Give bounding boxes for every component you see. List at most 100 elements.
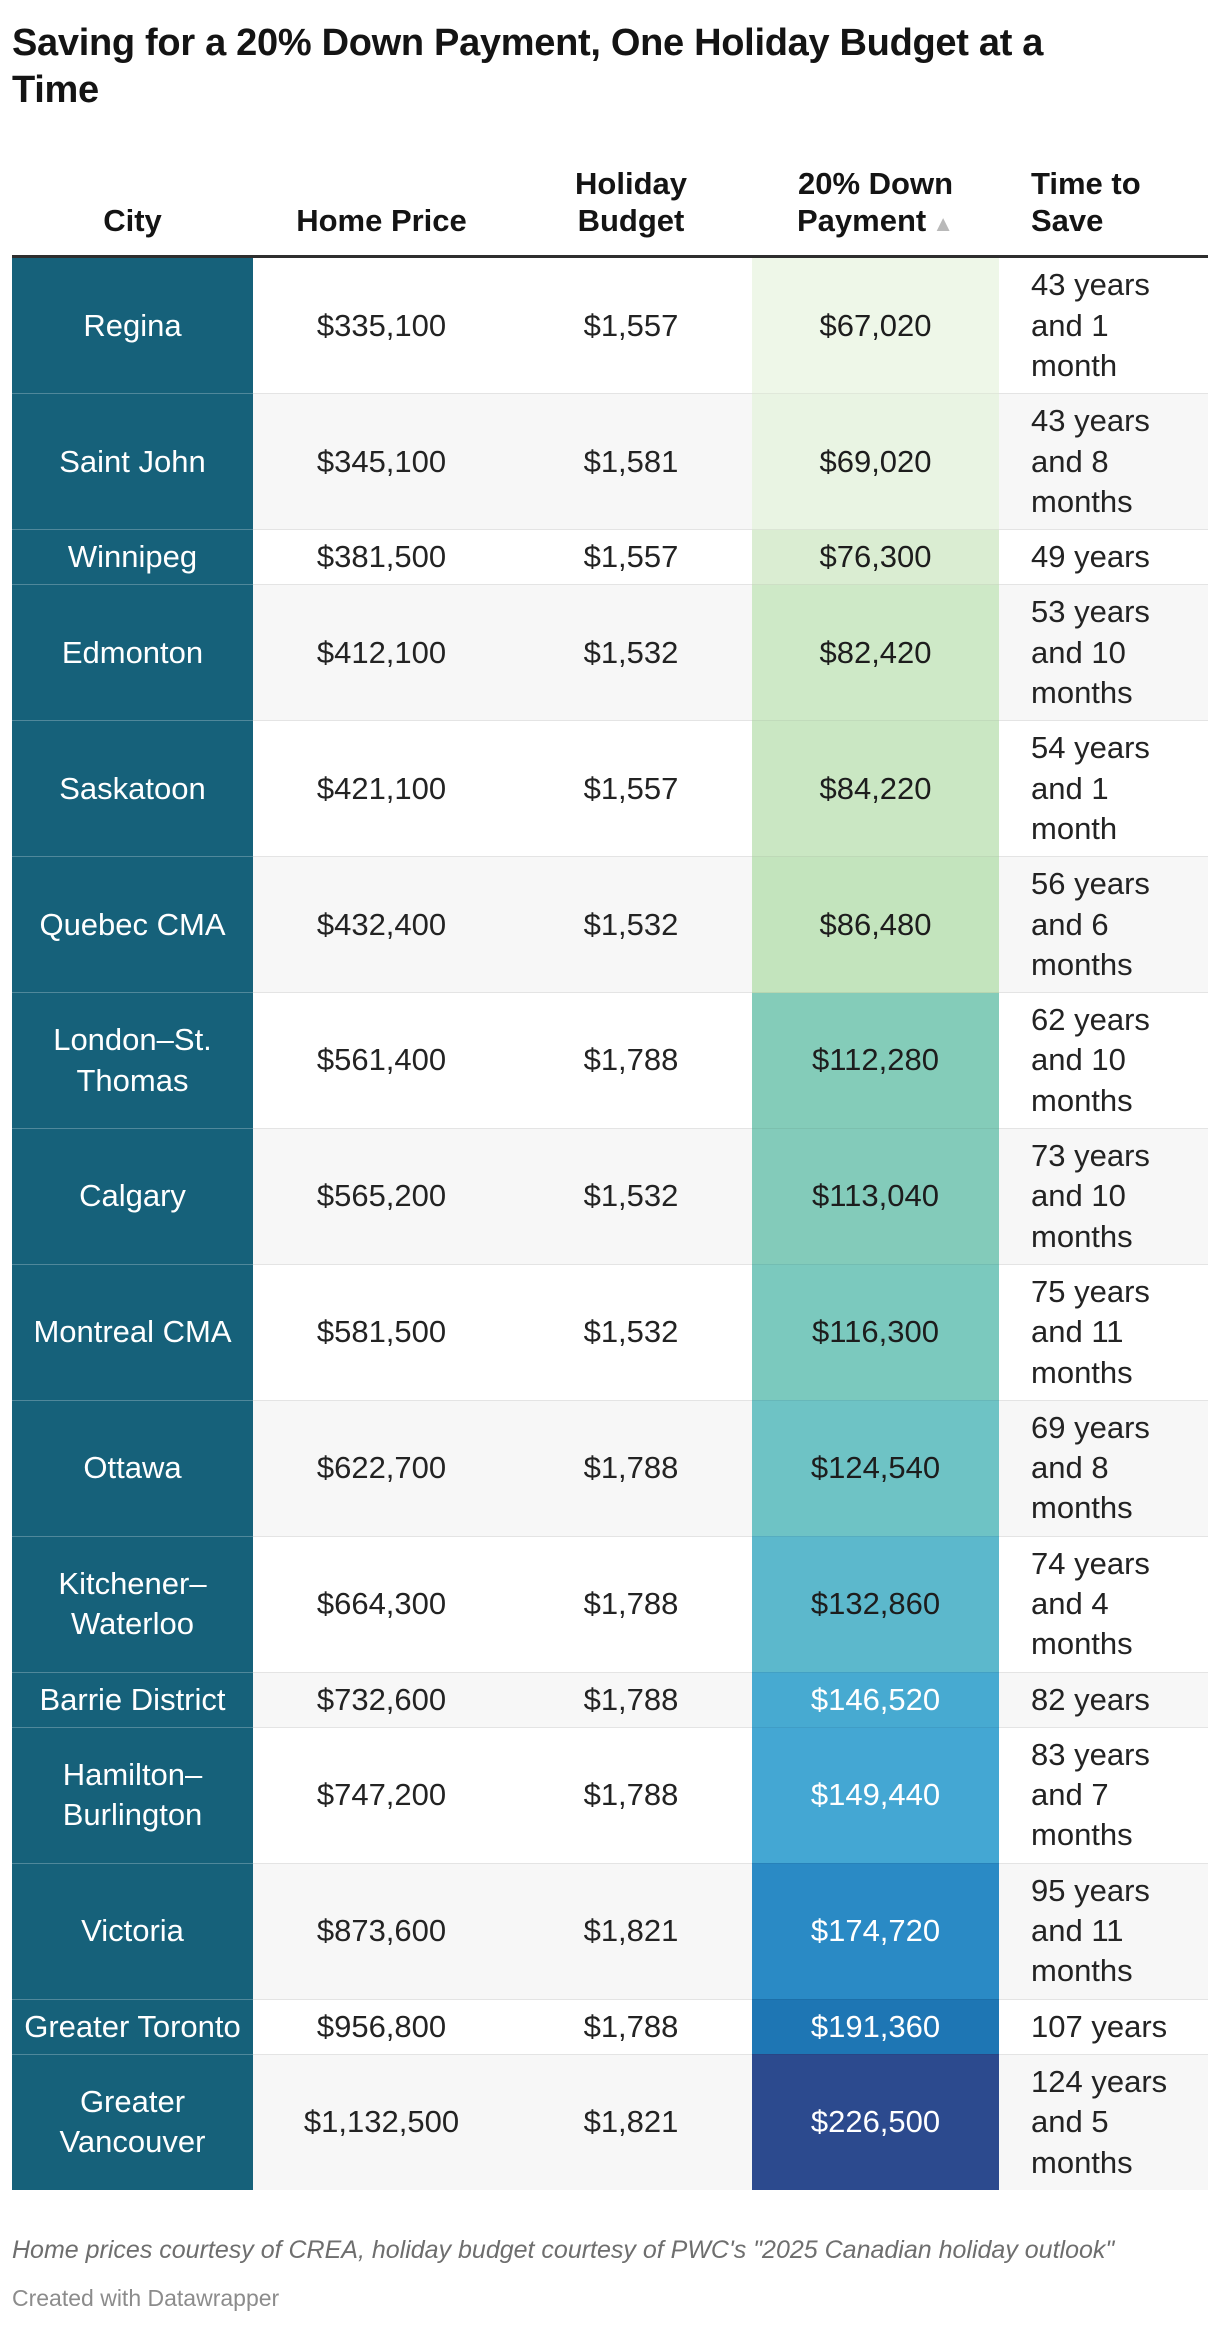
down-payment-cell: $174,720 (752, 1862, 999, 2000)
time-to-save-cell: 124 years and 5 months (999, 2053, 1208, 2190)
home-price-cell: $732,600 (253, 1671, 510, 1728)
city-cell: Saskatoon (12, 720, 253, 857)
down-payment-cell: $112,280 (752, 992, 999, 1129)
table-row: Hamilton–Burlington $747,200 $1,788 $149,44… (12, 1726, 1208, 1864)
table-row: Montreal CMA $581,500 $1,532 $116,300 75 yea… (12, 1263, 1208, 1401)
time-to-save-cell: 83 years and 7 months (999, 1726, 1208, 1864)
city-cell: Kitchener–Waterloo (12, 1535, 253, 1673)
table-row: Saint John $345,100 $1,581 $69,020 43 years … (12, 393, 1208, 530)
home-price-cell: $622,700 (253, 1399, 510, 1537)
down-payment-cell: $86,480 (752, 856, 999, 993)
holiday-budget-cell: $1,532 (510, 856, 752, 993)
down-payment-cell: $69,020 (752, 393, 999, 530)
down-payment-cell: $82,420 (752, 584, 999, 721)
table-row: Kitchener–Waterloo $664,300 $1,788 $132,860… (12, 1535, 1208, 1673)
holiday-budget-cell: $1,788 (510, 1726, 752, 1864)
time-to-save-cell: 56 years and 6 months (999, 856, 1208, 993)
home-price-cell: $432,400 (253, 856, 510, 993)
city-cell: Edmonton (12, 584, 253, 721)
holiday-budget-cell: $1,557 (510, 529, 752, 585)
time-to-save-cell: 74 years and 4 months (999, 1535, 1208, 1673)
datawrapper-attribution[interactable]: Created with Datawrapper (12, 2284, 280, 2311)
time-to-save-cell: 54 years and 1 month (999, 720, 1208, 857)
home-price-cell: $747,200 (253, 1726, 510, 1864)
city-cell: Ottawa (12, 1399, 253, 1537)
data-table: City Home Price Holiday Budget 20% Down … (12, 120, 1208, 2190)
source-note: Home prices courtesy of CREA, holiday bu… (12, 2235, 1115, 2264)
down-payment-cell: $146,520 (752, 1671, 999, 1728)
down-payment-cell: $132,860 (752, 1535, 999, 1673)
down-payment-cell: $76,300 (752, 529, 999, 585)
city-cell: Barrie District (12, 1671, 253, 1728)
home-price-cell: $565,200 (253, 1128, 510, 1265)
column-header-home-price[interactable]: Home Price (253, 120, 510, 259)
city-cell: London–St. Thomas (12, 992, 253, 1129)
table-body: Regina $335,100 $1,557 $67,020 43 years and … (12, 256, 1208, 2190)
holiday-budget-cell: $1,532 (510, 1128, 752, 1265)
city-cell: Quebec CMA (12, 856, 253, 993)
down-payment-cell: $226,500 (752, 2053, 999, 2190)
city-cell: Victoria (12, 1862, 253, 2000)
column-header-down-payment[interactable]: 20% Down Payment ▲ (752, 120, 999, 259)
home-price-cell: $412,100 (253, 584, 510, 721)
down-payment-cell: $67,020 (752, 256, 999, 394)
time-to-save-cell: 49 years (999, 529, 1208, 585)
table-row: Greater Toronto $956,800 $1,788 $191,360 107… (12, 1998, 1208, 2055)
home-price-cell: $664,300 (253, 1535, 510, 1673)
down-payment-cell: $191,360 (752, 1998, 999, 2055)
city-cell: Montreal CMA (12, 1263, 253, 1401)
holiday-budget-cell: $1,788 (510, 1671, 752, 1728)
time-to-save-cell: 69 years and 8 months (999, 1399, 1208, 1537)
chart-title: Saving for a 20% Down Payment, One Holid… (12, 22, 1044, 112)
time-to-save-cell: 43 years and 1 month (1031, 267, 1150, 383)
holiday-budget-cell: $1,788 (510, 992, 752, 1129)
table-row: Quebec CMA $432,400 $1,532 $86,480 56 years … (12, 856, 1208, 993)
city-cell: Greater Vancouver (12, 2053, 253, 2190)
home-price-cell: $381,500 (253, 529, 510, 585)
city-cell: Regina (12, 256, 253, 394)
city-cell: Calgary (12, 1128, 253, 1265)
table-row: Edmonton $412,100 $1,532 $82,420 53 years an… (12, 584, 1208, 721)
time-to-save-cell: 75 years and 11 months (999, 1263, 1208, 1401)
home-price-cell: $956,800 (253, 1998, 510, 2055)
table-row: Greater Vancouver $1,132,500 $1,821 $226,50… (12, 2053, 1208, 2190)
time-to-save-cell: 62 years and 10 months (999, 992, 1208, 1129)
table-row: London–St. Thomas $561,400 $1,788 $112,280 6… (12, 992, 1208, 1129)
header-row: City Home Price Holiday Budget 20% Down … (12, 120, 1208, 259)
down-payment-cell: $113,040 (752, 1128, 999, 1265)
time-to-save-cell: 107 years (999, 1998, 1208, 2055)
holiday-budget-cell: $1,557 (510, 720, 752, 857)
table-row: Winnipeg $381,500 $1,557 $76,300 49 years (12, 529, 1208, 585)
city-cell: Winnipeg (12, 529, 253, 585)
home-price-cell: $873,600 (253, 1862, 510, 2000)
holiday-budget-cell: $1,788 (510, 1535, 752, 1673)
time-to-save-cell: 43 years and 8 months (999, 393, 1208, 530)
city-cell: Saint John (12, 393, 253, 530)
holiday-budget-cell: $1,532 (510, 1263, 752, 1401)
time-to-save-cell: 82 years (999, 1671, 1208, 1728)
down-payment-cell: $149,440 (752, 1726, 999, 1864)
table-row: Calgary $565,200 $1,532 $113,040 73 years an… (12, 1128, 1208, 1265)
down-payment-cell: $84,220 (752, 720, 999, 857)
table-row: Victoria $873,600 $1,821 $174,720 95 years a… (12, 1862, 1208, 2000)
home-price-cell: $581,500 (253, 1263, 510, 1401)
down-payment-cell: $116,300 (752, 1263, 999, 1401)
city-cell: Greater Toronto (12, 1998, 253, 2055)
holiday-budget-cell: $1,557 (583, 307, 679, 343)
time-to-save-cell: 73 years and 10 months (999, 1128, 1208, 1265)
column-header-down-payment-label: 20% Down Payment (796, 166, 954, 238)
column-header-holiday-budget[interactable]: Holiday Budget (510, 120, 752, 259)
holiday-budget-cell: $1,581 (510, 393, 752, 530)
table-row: Regina $335,100 $1,557 $67,020 43 years and … (12, 256, 1208, 394)
holiday-budget-cell: $1,532 (510, 584, 752, 721)
holiday-budget-cell: $1,821 (510, 2053, 752, 2190)
table-row: Ottawa $622,700 $1,788 $124,540 69 years and… (12, 1399, 1208, 1537)
column-header-time-to-save[interactable]: Time to Save (999, 120, 1208, 259)
time-to-save-cell: 53 years and 10 months (999, 584, 1208, 721)
home-price-cell: $335,100 (316, 307, 447, 343)
time-to-save-cell: 95 years and 11 months (999, 1862, 1208, 2000)
table-header: City Home Price Holiday Budget 20% Down … (12, 120, 1208, 259)
column-header-city[interactable]: City (12, 120, 253, 259)
down-payment-cell: $124,540 (752, 1399, 999, 1537)
